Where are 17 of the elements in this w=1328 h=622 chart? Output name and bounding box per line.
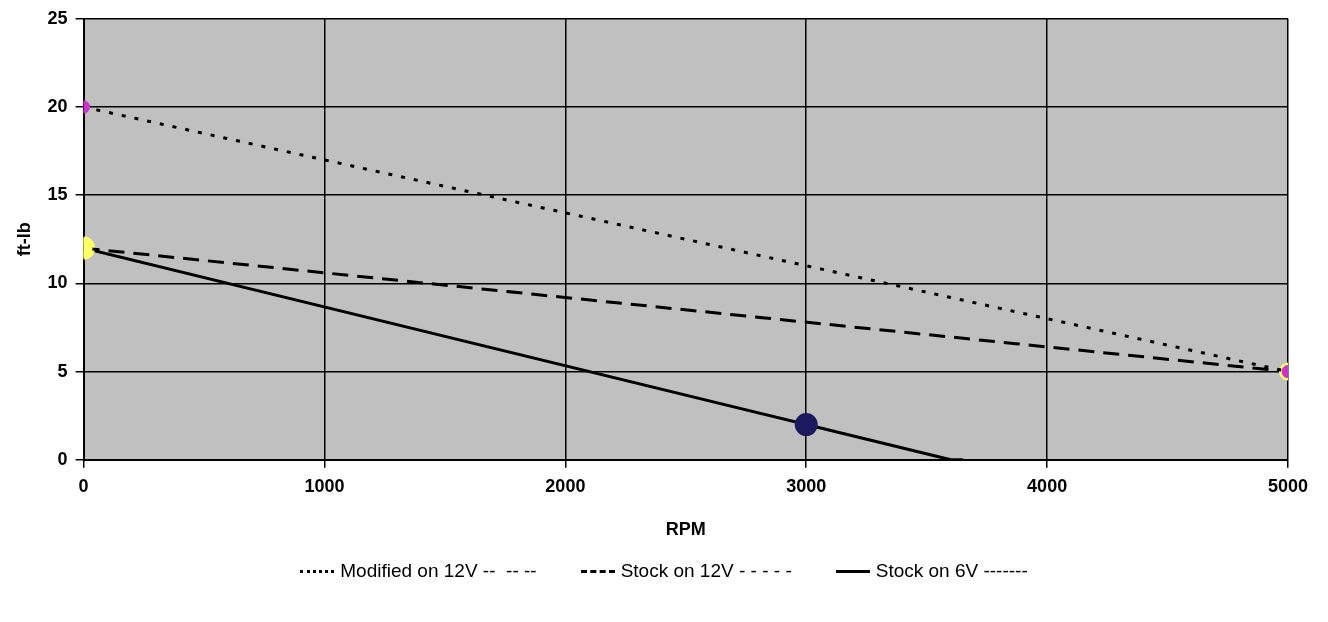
legend-label: Stock on 12V - - - - - — [619, 560, 792, 581]
y-axis-title: ft-lb — [13, 222, 34, 257]
x-tick-label: 3000 — [786, 475, 827, 496]
y-tick-label: 10 — [47, 272, 68, 293]
y-tick-label: 5 — [57, 360, 68, 381]
x-tick-label: 0 — [78, 475, 89, 496]
y-tick-label: 20 — [47, 95, 68, 116]
legend-label: Stock on 6V ------- — [874, 560, 1028, 581]
x-tick-label: 5000 — [1267, 475, 1309, 496]
x-tick-label: 2000 — [545, 475, 586, 496]
x-axis-title: RPM — [665, 519, 706, 540]
x-tick-label: 1000 — [304, 475, 345, 496]
y-tick-label: 15 — [47, 184, 68, 205]
y-tick-label: 25 — [47, 7, 68, 28]
y-tick-label: 0 — [57, 448, 68, 469]
x-tick-label: 4000 — [1027, 475, 1068, 496]
legend-label: Modified on 12V -- -- -- — [339, 560, 537, 581]
